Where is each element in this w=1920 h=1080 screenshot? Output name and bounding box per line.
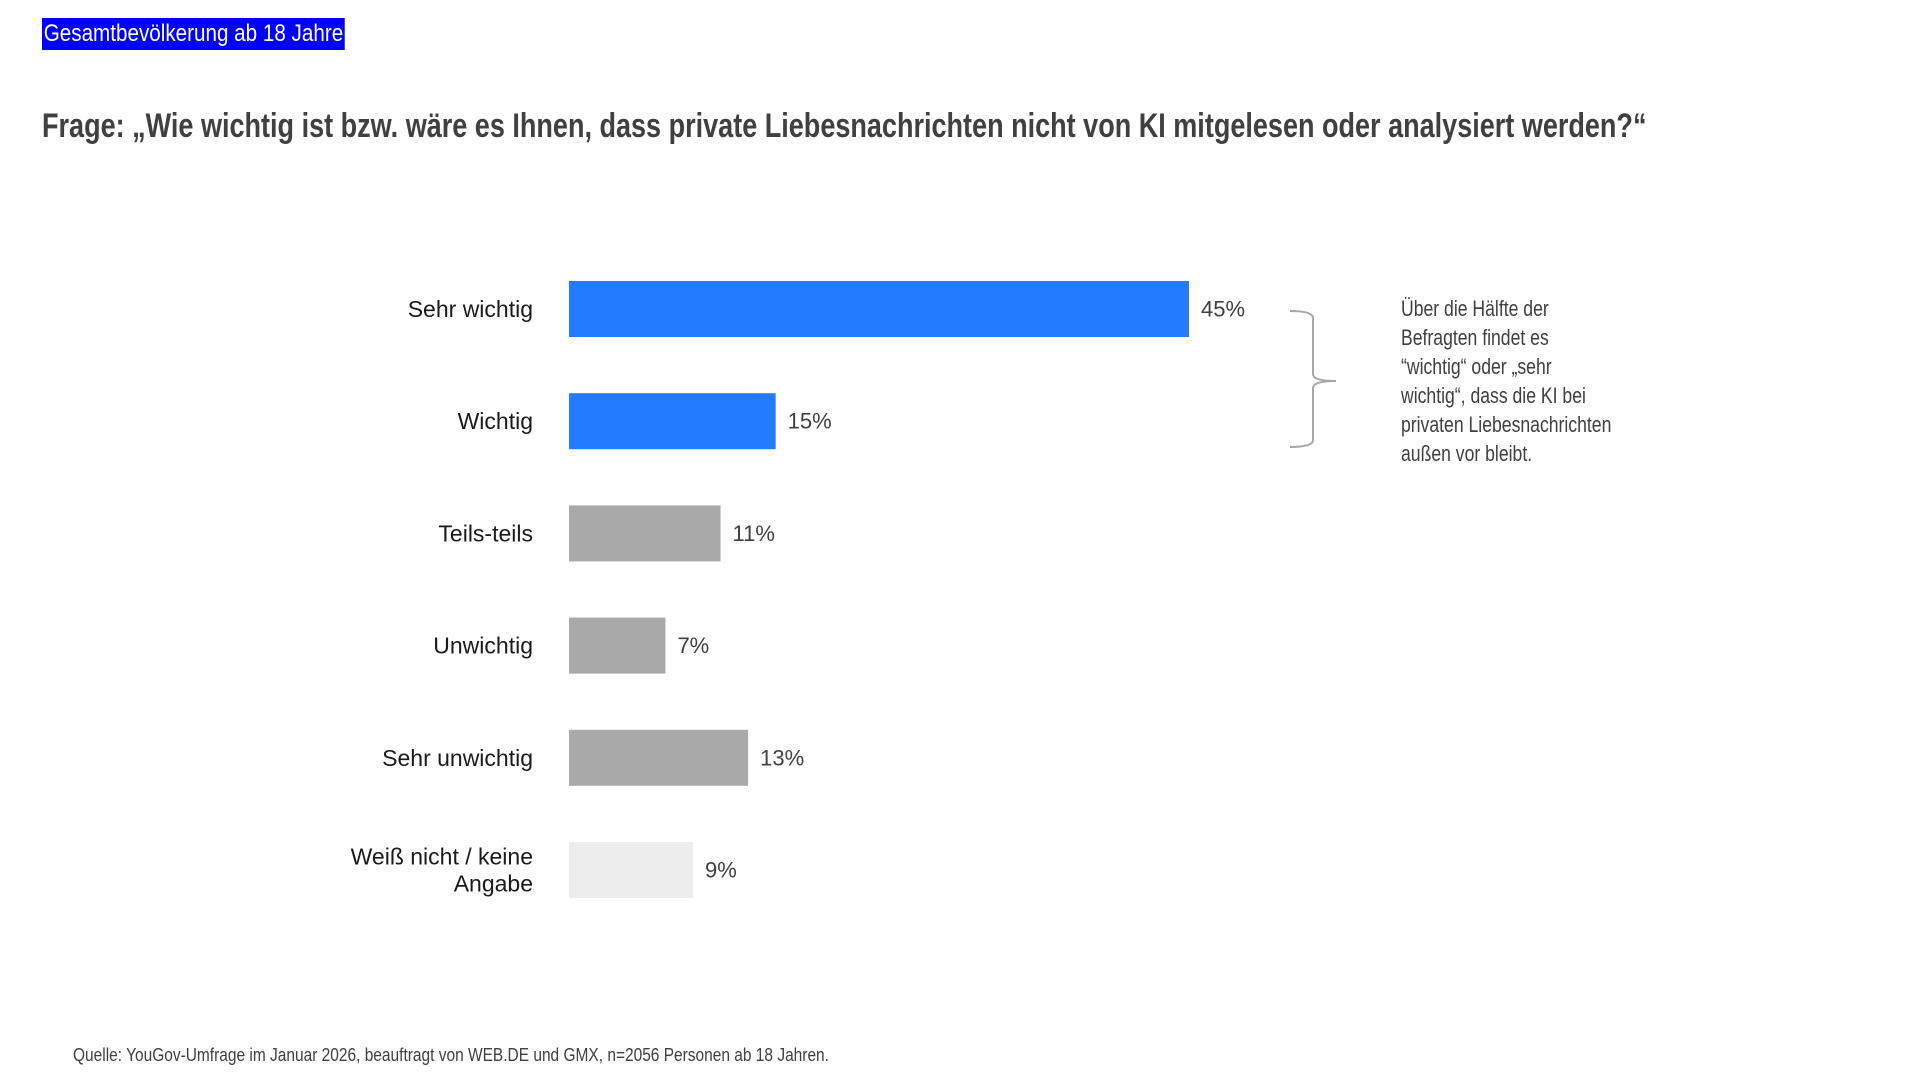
value-label: 15% [788, 409, 832, 434]
category-label-line: Weiß nicht / keine [351, 844, 533, 870]
annotation-line: “wichtig“ oder „sehr [1401, 354, 1552, 379]
value-label: 45% [1201, 297, 1245, 322]
category-label-line: Unwichtig [433, 633, 533, 659]
category-label: Sehr wichtig [408, 296, 533, 322]
annotation-text: Über die Hälfte der Befragten findet es … [1401, 294, 1641, 468]
bar [569, 842, 693, 898]
population-tag: Gesamtbevölkerung ab 18 Jahre [42, 18, 345, 50]
annotation-line: Befragten findet es [1401, 325, 1549, 350]
annotation-line: außen vor bleibt. [1401, 441, 1533, 466]
value-label: 7% [677, 633, 709, 658]
bracket-icon [1289, 310, 1337, 448]
source-note: Quelle: YouGov-Umfrage im Januar 2026, b… [73, 1045, 829, 1065]
value-label: 11% [733, 521, 775, 546]
annotation-line: wichtig“, dass die KI bei [1401, 383, 1586, 408]
bar [569, 505, 721, 562]
chart-title: Frage: „Wie wichtig ist bzw. wäre es Ihn… [42, 107, 1647, 145]
bars-group: Sehr wichtig 45% Wichtig 15% Teils-teils 11% U… [351, 281, 1245, 898]
bar [569, 617, 666, 674]
category-label: Sehr unwichtig [382, 745, 533, 771]
category-label: Teils-teils [438, 520, 533, 546]
bar [569, 281, 1189, 337]
bar [569, 393, 776, 450]
category-label-line: Angabe [454, 871, 533, 897]
category-label-line: Teils-teils [438, 520, 533, 546]
category-label-line: Wichtig [458, 408, 533, 434]
value-label: 13% [760, 745, 804, 770]
bar [569, 729, 749, 786]
category-label: Unwichtig [433, 633, 533, 659]
annotation-line: Über die Hälfte der [1401, 296, 1549, 321]
annotation-line: privaten Liebesnachrichten [1401, 412, 1612, 437]
category-label-line: Sehr unwichtig [382, 745, 533, 771]
category-label: Wichtig [458, 408, 533, 434]
category-label: Weiß nicht / keine Angabe [351, 844, 533, 897]
value-label: 9% [705, 858, 737, 883]
category-label-line: Sehr wichtig [408, 296, 533, 322]
